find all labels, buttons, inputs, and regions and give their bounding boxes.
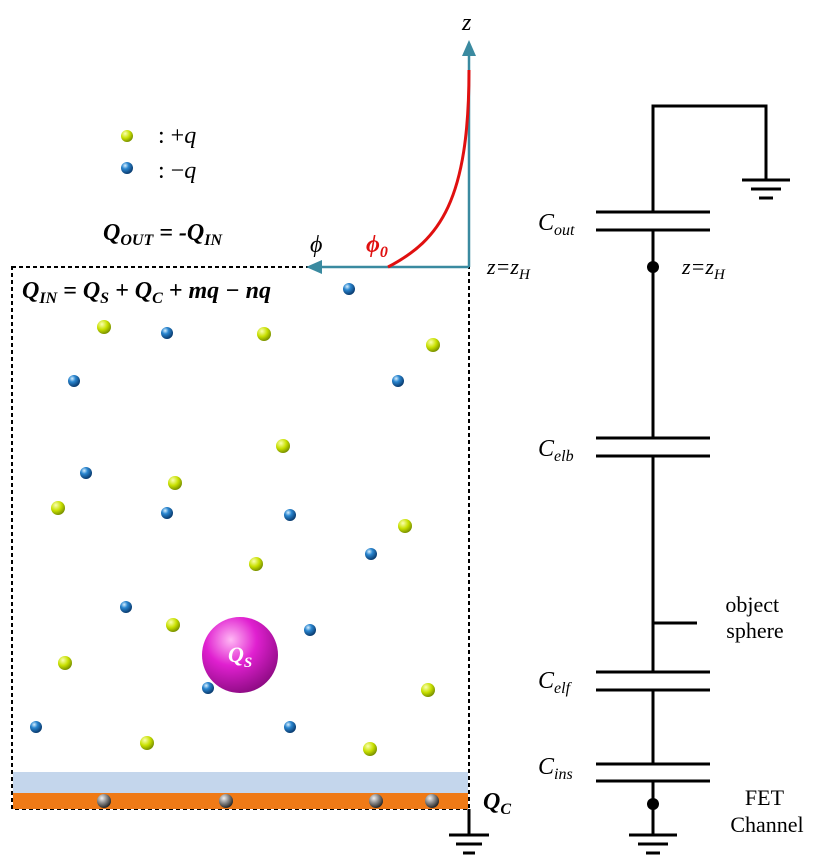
equivalent-circuit	[596, 104, 790, 855]
q-c-label: QC	[483, 789, 511, 818]
electron	[219, 794, 233, 808]
legend-positive-ion	[121, 130, 133, 142]
system-boundary	[11, 266, 470, 810]
z-axis-label: z	[461, 10, 472, 36]
c-elb-label: Celb	[538, 436, 574, 465]
object-sphere-label: object sphere	[725, 592, 784, 643]
negative-ion	[161, 327, 173, 339]
phi0-label: ϕ0	[366, 232, 388, 261]
positive-ion	[426, 338, 440, 352]
ion-field	[30, 283, 440, 756]
z-axis-arrowhead	[462, 40, 476, 56]
positive-ion	[166, 618, 180, 632]
positive-ion	[257, 327, 271, 341]
electron	[97, 794, 111, 808]
c-ins-label: Cins	[538, 754, 573, 783]
negative-ion	[343, 283, 355, 295]
positive-ion	[168, 476, 182, 490]
negative-ion	[120, 601, 132, 613]
negative-ion	[68, 375, 80, 387]
negative-ion	[161, 507, 173, 519]
fet-electrode	[13, 793, 468, 809]
zh-left-label: z=zH	[486, 254, 531, 283]
positive-ion	[276, 439, 290, 453]
positive-ion	[421, 683, 435, 697]
negative-ion	[284, 509, 296, 521]
electron	[425, 794, 439, 808]
zh-right-label: z=zH	[681, 254, 726, 283]
negative-ion	[392, 375, 404, 387]
phi-axis-label: ϕ	[310, 232, 322, 258]
c-out-label: Cout	[538, 210, 575, 239]
negative-ion	[30, 721, 42, 733]
positive-ion	[51, 501, 65, 515]
left-ground-symbol	[449, 809, 489, 855]
q-out-equation: QOUT = -QIN	[103, 220, 223, 249]
node-fet-channel	[647, 798, 659, 810]
legend-positive-label: : +q	[158, 123, 196, 149]
legend-negative-label: : −q	[158, 158, 196, 184]
circuit-top-wire	[651, 104, 768, 212]
negative-ion	[365, 548, 377, 560]
c-elf-label: Celf	[538, 668, 573, 697]
positive-ion	[249, 557, 263, 571]
q-in-equation: QIN = QS + QC + mq − nq	[22, 278, 271, 307]
phi-axis-arrowhead	[306, 260, 322, 274]
negative-ion	[202, 682, 214, 694]
negative-ion	[284, 721, 296, 733]
positive-ion	[58, 656, 72, 670]
positive-ion	[140, 736, 154, 750]
node-zh	[647, 261, 659, 273]
potential-curve	[387, 69, 471, 269]
fet-channel-label: FET Channel	[730, 785, 803, 837]
negative-ion	[80, 467, 92, 479]
q-s-label: QS	[228, 642, 252, 671]
legend: : +q : −q	[121, 123, 196, 184]
legend-negative-ion	[121, 162, 133, 174]
positive-ion	[398, 519, 412, 533]
axes	[306, 40, 476, 274]
electron	[369, 794, 383, 808]
positive-ion	[97, 320, 111, 334]
negative-ion	[304, 624, 316, 636]
positive-ion	[363, 742, 377, 756]
channel-electrons	[97, 794, 439, 808]
object-sphere	[202, 617, 278, 693]
insulator-layer	[13, 772, 468, 793]
